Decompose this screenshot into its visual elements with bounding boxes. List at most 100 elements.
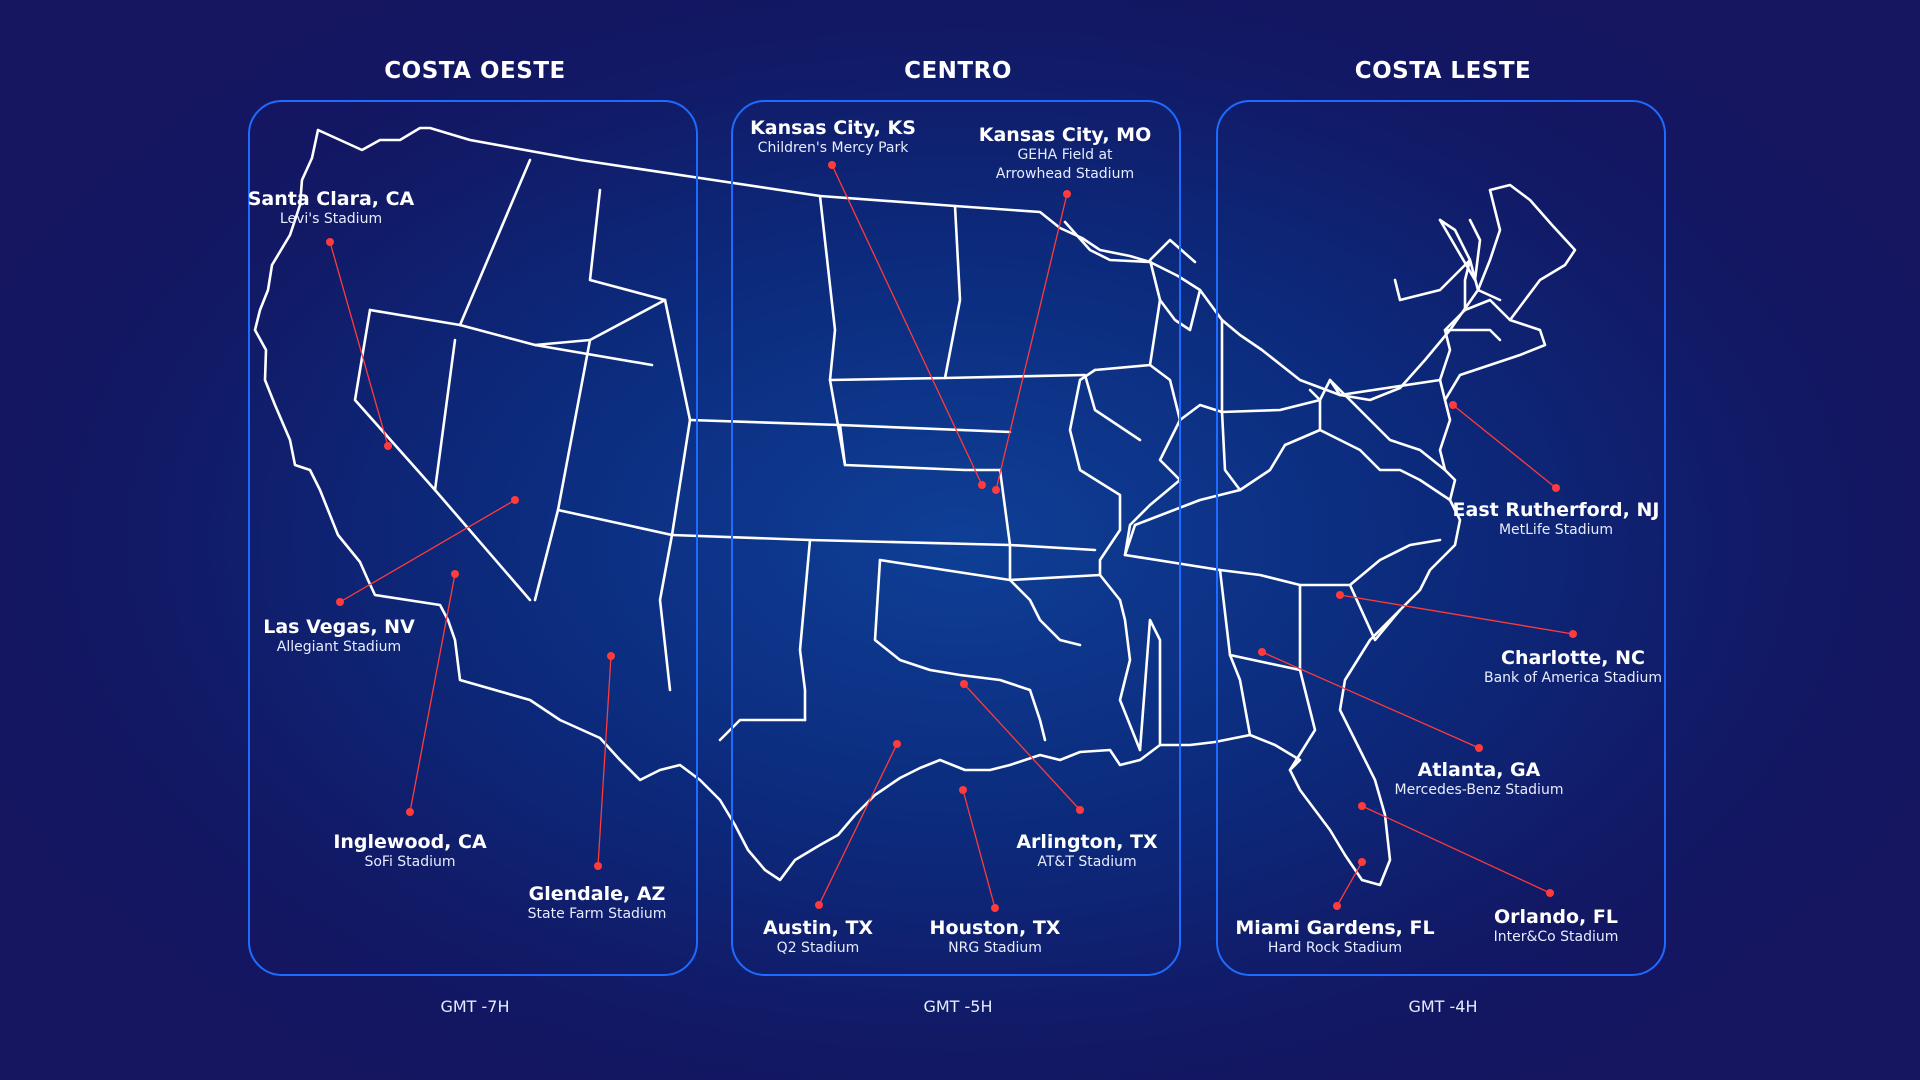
marker-kansas-city-mo-stadium — [992, 486, 1000, 494]
leader-atlanta — [1261, 651, 1480, 749]
leader-east-rutherford — [1452, 404, 1557, 489]
marker-inglewood — [406, 808, 414, 816]
zone-box-east — [1216, 100, 1666, 976]
marker-glendale-stadium — [607, 652, 615, 660]
city-label-charlotte: Charlotte, NC Bank of America Stadium — [1484, 647, 1662, 688]
marker-austin — [815, 901, 823, 909]
leader-houston — [962, 789, 996, 909]
marker-atlanta-stadium — [1258, 648, 1266, 656]
leader-inglewood — [409, 573, 456, 813]
leader-miami — [1336, 861, 1363, 907]
city-name: Glendale, AZ — [528, 883, 666, 905]
city-name: Austin, TX — [762, 917, 874, 939]
city-label-arlington: Arlington, TX AT&T Stadium — [1016, 831, 1157, 872]
leader-austin — [818, 743, 898, 906]
leader-glendale — [597, 655, 612, 867]
marker-east-rutherford-stadium — [1449, 401, 1457, 409]
marker-houston — [991, 904, 999, 912]
marker-orlando — [1546, 889, 1554, 897]
marker-orlando-stadium — [1358, 802, 1366, 810]
venue-name: Levi's Stadium — [279, 211, 383, 227]
marker-east-rutherford — [1552, 484, 1560, 492]
venue-name: Children's Mercy Park — [757, 140, 909, 156]
marker-glendale — [594, 862, 602, 870]
marker-atlanta — [1475, 744, 1483, 752]
city-name: Kansas City, MO — [978, 124, 1152, 146]
leader-las-vegas — [339, 499, 516, 603]
venue-name: AT&T Stadium — [1037, 854, 1137, 870]
zone-timezone-west: GMT -7H — [440, 997, 510, 1016]
city-label-east-rutherford: East Rutherford, NJ MetLife Stadium — [1453, 499, 1660, 540]
venue-name: Bank of America Stadium — [1483, 670, 1663, 686]
zone-timezone-central: GMT -5H — [923, 997, 993, 1016]
marker-kansas-city-mo — [1063, 190, 1071, 198]
leader-orlando — [1361, 805, 1551, 894]
city-name: Santa Clara, CA — [247, 188, 415, 210]
marker-santa-clara-stadium — [384, 442, 392, 450]
zone-timezone-east: GMT -4H — [1408, 997, 1478, 1016]
leader-charlotte — [1339, 594, 1574, 635]
venue-name: Q2 Stadium — [776, 940, 860, 956]
city-name: Orlando, FL — [1494, 906, 1618, 928]
city-label-orlando: Orlando, FL Inter&Co Stadium — [1494, 906, 1619, 947]
marker-miami-stadium — [1358, 858, 1366, 866]
leader-kansas-city-mo — [995, 193, 1068, 491]
zone-title-west: COSTA OESTE — [384, 58, 566, 84]
city-label-santa-clara: Santa Clara, CA Levi's Stadium — [248, 188, 415, 229]
venue-name: SoFi Stadium — [364, 854, 456, 870]
zone-box-central — [731, 100, 1181, 976]
marker-santa-clara — [326, 238, 334, 246]
city-label-houston: Houston, TX NRG Stadium — [930, 917, 1061, 958]
city-name: Las Vegas, NV — [263, 616, 415, 638]
venue-name: NRG Stadium — [948, 940, 1042, 956]
marker-arlington — [1076, 806, 1084, 814]
marker-inglewood-stadium — [451, 570, 459, 578]
venue-name: State Farm Stadium — [527, 906, 667, 922]
venue-name: GEHA Field at — [1017, 147, 1113, 163]
city-label-austin: Austin, TX Q2 Stadium — [763, 917, 873, 958]
zone-title-east: COSTA LESTE — [1354, 58, 1532, 84]
city-name: Charlotte, NC — [1501, 647, 1645, 669]
city-label-atlanta: Atlanta, GA Mercedes-Benz Stadium — [1395, 759, 1564, 800]
venue-name: Hard Rock Stadium — [1267, 940, 1403, 956]
city-name: Atlanta, GA — [1417, 759, 1541, 781]
city-label-glendale: Glendale, AZ State Farm Stadium — [528, 883, 667, 924]
city-name: Houston, TX — [929, 917, 1061, 939]
city-label-kansas-city-ks: Kansas City, KS Children's Mercy Park — [750, 117, 916, 158]
marker-kansas-city-ks-stadium — [978, 481, 986, 489]
markers — [326, 161, 1577, 912]
marker-arlington-stadium — [960, 680, 968, 688]
city-label-kansas-city-mo: Kansas City, MO GEHA Field at Arrowhead … — [979, 124, 1151, 184]
zone-box-west — [248, 100, 698, 976]
zone-title-central: CENTRO — [904, 58, 1012, 84]
leader-arlington — [963, 683, 1081, 811]
venue-name: Allegiant Stadium — [276, 639, 402, 655]
city-name: Kansas City, KS — [750, 117, 916, 139]
city-label-las-vegas: Las Vegas, NV Allegiant Stadium — [263, 616, 415, 657]
marker-houston-stadium — [959, 786, 967, 794]
city-name: Inglewood, CA — [333, 831, 487, 853]
marker-kansas-city-ks — [828, 161, 836, 169]
venue-name: Mercedes-Benz Stadium — [1394, 782, 1564, 798]
city-name: East Rutherford, NJ — [1452, 499, 1660, 521]
marker-las-vegas — [336, 598, 344, 606]
leader-lines — [329, 164, 1574, 909]
marker-charlotte-stadium — [1336, 591, 1344, 599]
city-label-inglewood: Inglewood, CA SoFi Stadium — [333, 831, 486, 872]
venue-name: Inter&Co Stadium — [1493, 929, 1619, 945]
city-name: Miami Gardens, FL — [1235, 917, 1435, 939]
venue-name: MetLife Stadium — [1498, 522, 1614, 538]
marker-charlotte — [1569, 630, 1577, 638]
marker-las-vegas-stadium — [511, 496, 519, 504]
marker-austin-stadium — [893, 740, 901, 748]
us-outline — [253, 126, 1577, 887]
venue-name-line2: Arrowhead Stadium — [995, 166, 1135, 182]
leader-kansas-city-ks — [831, 164, 983, 486]
city-name: Arlington, TX — [1016, 831, 1158, 853]
state-outlines — [253, 126, 1577, 887]
marker-miami — [1333, 902, 1341, 910]
leader-santa-clara — [329, 241, 389, 447]
city-label-miami-gardens: Miami Gardens, FL Hard Rock Stadium — [1235, 917, 1434, 958]
